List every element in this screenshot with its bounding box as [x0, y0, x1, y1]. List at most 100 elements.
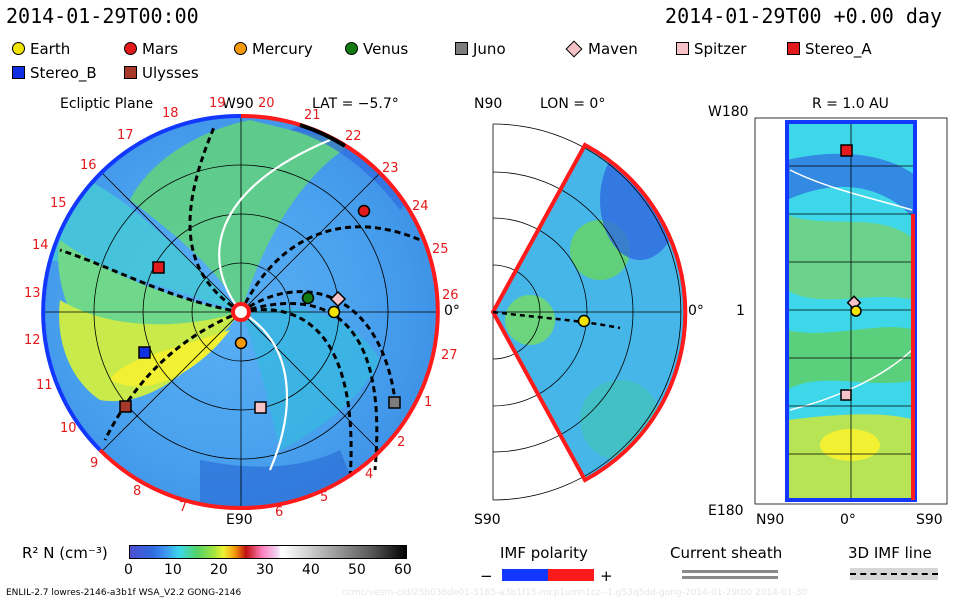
ecliptic-stereo-a-marker: [152, 261, 165, 274]
ecliptic-tick: 6: [275, 505, 284, 520]
ecliptic-tick: 5: [320, 490, 329, 505]
current-sheath-line: [682, 570, 778, 573]
meridional-plot: [490, 123, 688, 501]
ecliptic-tick: 19: [209, 96, 226, 111]
ecliptic-tick: 16: [80, 158, 97, 173]
ecliptic-tick: 13: [24, 286, 41, 301]
ecliptic-tick: 20: [258, 96, 275, 111]
ecliptic-tick: 23: [382, 161, 399, 176]
meridional-earth-marker: [577, 314, 591, 328]
ecliptic-title: Ecliptic Plane: [60, 96, 154, 112]
imf-polarity-label: IMF polarity: [500, 544, 588, 562]
legend-stereo-a: Stereo_A: [787, 40, 872, 58]
ecliptic-tick: 8: [133, 484, 142, 499]
legend-label: Stereo_A: [805, 40, 872, 58]
radial-title: R = 1.0 AU: [812, 96, 889, 112]
ulysses-marker-icon: [124, 66, 137, 79]
legend-venus: Venus: [345, 40, 408, 58]
colorbar-tick: 40: [302, 562, 320, 578]
juno-marker-icon: [455, 42, 468, 55]
imf-negative-swatch: [502, 569, 548, 581]
legend-juno: Juno: [455, 40, 506, 58]
stereo-a-marker-icon: [787, 42, 800, 55]
legend-label: Spitzer: [694, 40, 747, 58]
ecliptic-juno-marker: [388, 396, 401, 409]
radial-n90-label: N90: [756, 512, 785, 528]
legend-spitzer: Spitzer: [676, 40, 746, 58]
colorbar-tick: 0: [124, 562, 133, 578]
date-right: 2014-01-29T00 +0.00 day: [665, 4, 942, 28]
legend-label: Juno: [473, 40, 506, 58]
ecliptic-tick: 25: [432, 242, 449, 257]
legend-stereo-b: Stereo_B: [12, 64, 97, 82]
radial-stereo-a-marker: [840, 144, 853, 157]
legend-ulysses: Ulysses: [124, 64, 199, 82]
ecliptic-tick: 7: [179, 500, 188, 515]
radial-w180-label: W180: [708, 104, 749, 120]
colorbar-label: R² N (cm⁻³): [22, 544, 108, 562]
model-info: ENLIL-2.7 lowres-2146-a3b1f WSA_V2.2 GON…: [6, 588, 242, 598]
ecliptic-lat-label: LAT = −5.7°: [312, 96, 399, 112]
radial-earth-marker: [850, 305, 862, 317]
imf-positive-swatch: [548, 569, 594, 581]
ecliptic-tick: 2: [397, 435, 406, 450]
ecliptic-tick: 4: [365, 467, 374, 482]
meridional-n90-label: N90: [474, 96, 503, 112]
ecliptic-tick: 22: [345, 129, 362, 144]
ecliptic-tick: 12: [24, 333, 41, 348]
ecliptic-e90-label: E90: [226, 512, 253, 528]
radial-zero-label: 0°: [840, 512, 856, 528]
stereo-b-marker-icon: [12, 66, 25, 79]
ecliptic-stereo-b-marker: [138, 346, 151, 359]
legend-label: Stereo_B: [30, 64, 97, 82]
ecliptic-tick: 24: [412, 199, 429, 214]
ecliptic-tick: 14: [32, 238, 49, 253]
colorbar-tick: 60: [394, 562, 412, 578]
colorbar-tick: 20: [210, 562, 228, 578]
radial-spitzer-marker: [840, 389, 852, 401]
ecliptic-venus-marker: [301, 291, 315, 305]
legend-label: Earth: [30, 40, 71, 58]
imf-minus-label: −: [480, 567, 493, 585]
meridional-lon-label: LON = 0°: [540, 96, 606, 112]
imf-plus-label: +: [600, 567, 613, 585]
legend-mars: Mars: [124, 40, 178, 58]
ecliptic-earth-marker: [327, 305, 341, 319]
legend-label: Mercury: [252, 40, 313, 58]
current-sheath-line: [682, 576, 778, 579]
earth-marker-icon: [12, 42, 25, 55]
ecliptic-maven-marker: [329, 290, 347, 308]
ecliptic-spitzer-marker: [254, 401, 267, 414]
legend-earth: Earth: [12, 40, 70, 58]
ecliptic-zero-label: 0°: [444, 303, 460, 319]
ecliptic-ulysses-marker: [119, 400, 132, 413]
ecliptic-mercury-marker: [234, 336, 248, 350]
colorbar: [129, 545, 407, 559]
legend-label: Mars: [142, 40, 179, 58]
run-info: ccmc/vesrn-cld/25b036de01-5165-a3b1f15-m…: [342, 588, 808, 598]
colorbar-tick: 30: [256, 562, 274, 578]
legend-maven: Maven: [565, 40, 638, 58]
legend-label: Maven: [588, 40, 638, 58]
ecliptic-w90-label: W90: [222, 96, 254, 112]
legend-label: Venus: [363, 40, 409, 58]
colorbar-tick: 50: [348, 562, 366, 578]
mercury-marker-icon: [234, 42, 247, 55]
legend-label: Ulysses: [142, 64, 199, 82]
ecliptic-tick: 15: [50, 196, 67, 211]
ecliptic-tick: 17: [117, 128, 134, 143]
date-left: 2014-01-29T00:00: [6, 4, 199, 28]
ecliptic-tick: 10: [60, 421, 77, 436]
imf-line-dash: [850, 573, 938, 575]
ecliptic-tick: 9: [90, 456, 99, 471]
mars-marker-icon: [124, 42, 137, 55]
meridional-zero-label: 0°: [688, 303, 704, 319]
colorbar-tick: 10: [164, 562, 182, 578]
ecliptic-tick: 18: [162, 106, 179, 121]
ecliptic-tick: 11: [36, 378, 53, 393]
radial-plot: [754, 117, 948, 505]
legend-mercury: Mercury: [234, 40, 313, 58]
ecliptic-tick: 21: [304, 108, 321, 123]
ecliptic-tick: 27: [441, 348, 458, 363]
radial-e180-label: E180: [708, 503, 744, 519]
